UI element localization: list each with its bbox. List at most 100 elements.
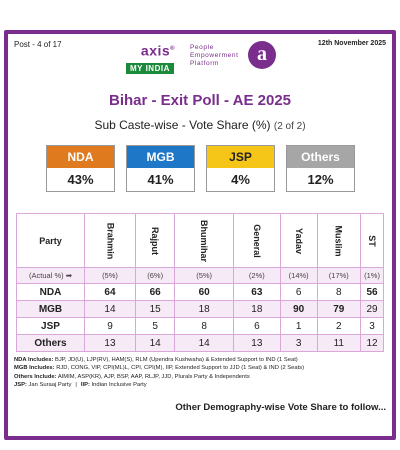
column-header: General: [232, 213, 281, 268]
subtitle-text: Sub Caste-wise - Vote Share (%): [94, 118, 271, 132]
row-label: MGB: [16, 300, 85, 318]
table-cell: 66: [134, 283, 176, 301]
table-cell: (5%): [174, 267, 234, 284]
table-cell: 64: [84, 283, 136, 301]
party-column-header: Party: [16, 213, 85, 268]
table-cell: (5%): [84, 267, 136, 284]
table-cell: 3: [360, 317, 384, 335]
follow-up-note: Other Demography-wise Vote Share to foll…: [175, 402, 386, 413]
note-mgb: MGB Includes: RJD, CONG, VIP, CPI(ML)L, …: [14, 364, 386, 372]
table-cell: 3: [279, 334, 318, 352]
column-header-label: ST: [367, 234, 378, 247]
column-header: Bhumihar: [174, 213, 234, 268]
tagline: People Empowerment Platform: [190, 44, 239, 68]
column-header: Yadav: [279, 213, 318, 268]
table-cell: 13: [84, 334, 136, 352]
table-cell: 56: [360, 283, 384, 301]
card-mgb-label: MGB: [127, 146, 194, 168]
table-cell: 9: [84, 317, 136, 335]
note-mgb-text: RJD, CONG, VIP, CPI(ML)L, CPI, CPI(M), I…: [56, 365, 305, 372]
table-cell: 11: [316, 334, 362, 352]
card-nda-value: 43%: [67, 172, 94, 187]
table-cell: 6: [232, 317, 281, 335]
note-abbreviations: JSP: Jan Suraaj Party | IIP: Indian Inclus…: [14, 381, 386, 389]
table-cell: (2%): [232, 267, 281, 284]
table-cell: 13: [232, 334, 281, 352]
table-cell: 14: [134, 334, 176, 352]
subtitle-part: (2 of 2): [273, 121, 306, 132]
footnotes: NDA Includes: BJP, JD(U), LJP(RV), HAM(S…: [14, 356, 386, 389]
table-cell: 63: [232, 283, 281, 301]
tagline-line-2: Empowerment: [190, 52, 239, 59]
row-label: (Actual %) ➡: [16, 267, 85, 284]
vote-share-table: Party Brahmin Rajput Bhumihar General Ya…: [16, 213, 384, 352]
table-row-others: Others 13 14 14 13 3 11 12: [16, 334, 384, 352]
table-cell: 12: [360, 334, 384, 352]
page-title: Bihar - Exit Poll - AE 2025: [109, 92, 291, 109]
table-cell: 15: [134, 300, 176, 318]
note-nda: NDA Includes: BJP, JD(U), LJP(RV), HAM(S…: [14, 356, 386, 364]
card-nda-label: NDA: [47, 146, 114, 168]
table-cell: (1%): [360, 267, 384, 284]
note-iip-key: IIP:: [80, 381, 90, 388]
column-header-label: General: [251, 223, 262, 258]
note-others-text: AIMIM, ASP(KR), AJP, BSP, AAP, RLJP, JJD…: [57, 373, 250, 380]
alliance-summary-cards: NDA 43% MGB 41% JSP 4% Others 12%: [46, 145, 356, 192]
post-date: 12th November 2025: [317, 40, 386, 47]
column-header: ST: [360, 213, 384, 268]
card-jsp-label: JSP: [207, 146, 274, 168]
table-cell: 5: [134, 317, 176, 335]
note-others-key: Others Include:: [14, 373, 57, 380]
table-cell: 6: [279, 283, 318, 301]
column-header: Brahmin: [84, 213, 136, 268]
column-header: Rajput: [134, 213, 176, 268]
table-cell: 2: [316, 317, 362, 335]
note-jsp-key: JSP:: [14, 381, 27, 388]
card-mgb: MGB 41%: [126, 145, 195, 192]
brand-a-icon: a: [248, 41, 276, 69]
row-label: JSP: [16, 317, 85, 335]
card-others: Others 12%: [286, 145, 355, 192]
table-cell: 60: [174, 283, 234, 301]
table-cell: 8: [174, 317, 234, 335]
column-header: Muslim: [316, 213, 362, 268]
table-cell: 18: [174, 300, 234, 318]
logo-axis-text: axis: [140, 42, 171, 59]
table-cell: 1: [279, 317, 318, 335]
actual-share-row: (Actual %) ➡ (5%) (6%) (5%) (2%) (14%) (…: [16, 267, 384, 284]
note-nda-key: NDA Includes:: [14, 357, 54, 363]
post-counter: Post - 4 of 17: [14, 40, 62, 49]
note-iip-text: Indian Inclusive Party: [91, 381, 147, 388]
logo-myindia-text: MY INDIA: [126, 62, 174, 74]
note-mgb-key: MGB Includes:: [14, 365, 55, 372]
table-row-nda: NDA 64 66 60 63 6 8 56: [16, 283, 384, 301]
table-cell: 79: [316, 300, 362, 318]
tagline-line-3: Platform: [190, 60, 220, 67]
note-jsp-text: Jan Suraaj Party: [28, 381, 72, 388]
table-cell: (6%): [134, 267, 176, 284]
card-others-label: Others: [287, 146, 354, 168]
card-jsp: JSP 4%: [206, 145, 275, 192]
column-header-label: Yadav: [293, 227, 304, 254]
table-cell: 14: [174, 334, 234, 352]
note-separator: |: [75, 381, 77, 388]
table-row-jsp: JSP 9 5 8 6 1 2 3: [16, 317, 384, 335]
table-row-mgb: MGB 14 15 18 18 90 79 29: [16, 300, 384, 318]
column-header-label: Muslim: [333, 224, 344, 257]
table-cell: 8: [316, 283, 362, 301]
column-header-label: Rajput: [150, 226, 161, 255]
table-cell: (17%): [316, 267, 362, 284]
card-jsp-value: 4%: [231, 172, 250, 187]
table-header-row: Party Brahmin Rajput Bhumihar General Ya…: [16, 213, 384, 268]
table-cell: 18: [232, 300, 281, 318]
page-subtitle: Sub Caste-wise - Vote Share (%) (2 of 2): [0, 118, 400, 132]
row-label: Others: [16, 334, 85, 352]
table-cell: (14%): [279, 267, 318, 284]
column-header-label: Brahmin: [104, 222, 115, 259]
note-nda-text: BJP, JD(U), LJP(RV), HAM(S), RLM (Upendr…: [55, 357, 298, 363]
note-others: Others Include: AIMIM, ASP(KR), AJP, BSP…: [14, 373, 386, 381]
column-header-label: Bhumihar: [199, 219, 210, 262]
card-mgb-value: 41%: [147, 172, 174, 187]
logo-registered-mark: ®: [170, 46, 176, 52]
tagline-line-1: People: [190, 44, 214, 51]
